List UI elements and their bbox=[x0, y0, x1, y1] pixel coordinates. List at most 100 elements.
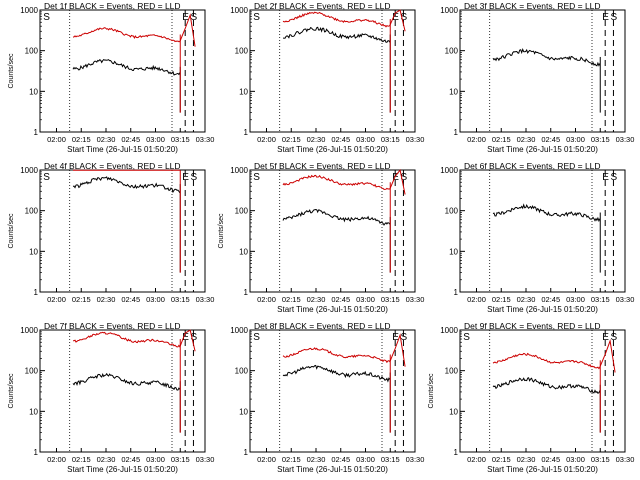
x-tick-label: 02:45 bbox=[121, 135, 140, 144]
panel-title: Det 8f BLACK = Events, RED = LLD bbox=[254, 321, 391, 331]
interval-marker: S bbox=[190, 332, 197, 343]
x-axis-label: Start Time (26-Jul-15 01:50:20) bbox=[277, 465, 388, 474]
y-axis-label: Counts/sec bbox=[218, 213, 225, 249]
plot-frame bbox=[249, 9, 416, 133]
panel-title: Det 9f BLACK = Events, RED = LLD bbox=[464, 321, 601, 331]
y-tick-label: 1 bbox=[244, 128, 249, 137]
y-tick-label: 1 bbox=[244, 448, 249, 457]
interval-marker: S bbox=[400, 172, 407, 183]
events-series bbox=[72, 58, 181, 76]
x-tick-label: 02:00 bbox=[257, 455, 276, 464]
interval-marker: S bbox=[400, 332, 407, 343]
y-axis-label: Counts/sec bbox=[428, 373, 435, 409]
events-series bbox=[72, 372, 181, 391]
x-tick-label: 02:45 bbox=[541, 135, 560, 144]
x-tick-label: 03:00 bbox=[146, 135, 165, 144]
x-tick-label: 02:15 bbox=[492, 135, 511, 144]
y-tick-label: 1 bbox=[34, 448, 39, 457]
interval-marker: S bbox=[190, 12, 197, 23]
panel-det-3: Det 3f BLACK = Events, RED = LLD 1 10 100 10… bbox=[440, 1, 634, 154]
x-tick-label: 02:30 bbox=[97, 455, 116, 464]
y-tick-label: 100 bbox=[25, 367, 39, 376]
x-tick-label: 02:00 bbox=[257, 295, 276, 304]
x-tick-label: 02:15 bbox=[282, 295, 301, 304]
y-tick-label: 100 bbox=[235, 207, 249, 216]
x-tick-label: 02:00 bbox=[467, 455, 486, 464]
x-tick-label: 02:15 bbox=[72, 295, 91, 304]
panel-det-8: Det 8f BLACK = Events, RED = LLD 1 10 100 10… bbox=[230, 321, 424, 474]
x-tick-label: 03:15 bbox=[591, 295, 610, 304]
interval-marker: E bbox=[182, 332, 189, 343]
panel-det-7: Det 7f BLACK = Events, RED = LLD 1 10 100 10… bbox=[8, 321, 214, 474]
x-axis-label: Start Time (26-Jul-15 01:50:20) bbox=[277, 145, 388, 154]
interval-marker: S bbox=[43, 12, 50, 23]
interval-marker: S bbox=[253, 12, 260, 23]
panel-title: Det 3f BLACK = Events, RED = LLD bbox=[464, 1, 601, 11]
x-tick-label: 02:30 bbox=[517, 295, 536, 304]
panel-det-6: Det 6f BLACK = Events, RED = LLD 1 10 100 10… bbox=[440, 161, 634, 314]
interval-marker: E bbox=[182, 172, 189, 183]
x-tick-label: 03:15 bbox=[381, 295, 400, 304]
panel-det-5: Det 5f BLACK = Events, RED = LLD 1 10 100 10… bbox=[218, 161, 424, 314]
y-tick-label: 100 bbox=[25, 47, 39, 56]
panel-title: Det 4f BLACK = Events, RED = LLD bbox=[44, 161, 181, 171]
x-tick-label: 02:45 bbox=[331, 135, 350, 144]
plot-frame bbox=[459, 329, 626, 453]
y-tick-label: 1 bbox=[454, 128, 459, 137]
interval-marker: S bbox=[610, 332, 617, 343]
interval-marker: S bbox=[43, 172, 50, 183]
x-tick-label: 03:15 bbox=[381, 135, 400, 144]
interval-marker: S bbox=[463, 332, 470, 343]
interval-marker: E bbox=[392, 172, 399, 183]
y-tick-label: 1000 bbox=[20, 166, 38, 175]
x-tick-label: 03:15 bbox=[171, 455, 190, 464]
panel-det-2: Det 2f BLACK = Events, RED = LLD 1 10 100 10… bbox=[230, 1, 424, 154]
x-tick-label: 02:45 bbox=[331, 295, 350, 304]
y-tick-label: 10 bbox=[449, 247, 458, 256]
interval-marker: S bbox=[610, 172, 617, 183]
x-axis-label: Start Time (26-Jul-15 01:50:20) bbox=[67, 145, 178, 154]
lld-series bbox=[73, 329, 196, 352]
interval-marker: S bbox=[610, 12, 617, 23]
x-tick-label: 02:00 bbox=[47, 455, 66, 464]
y-tick-label: 1000 bbox=[20, 326, 38, 335]
x-tick-label: 02:30 bbox=[307, 295, 326, 304]
x-tick-label: 03:15 bbox=[591, 455, 610, 464]
interval-marker: E bbox=[602, 172, 609, 183]
x-tick-label: 03:30 bbox=[616, 295, 635, 304]
x-tick-label: 02:15 bbox=[282, 135, 301, 144]
panel-det-9: Det 9f BLACK = Events, RED = LLD 1 10 100 10… bbox=[428, 321, 634, 474]
y-tick-label: 10 bbox=[239, 87, 248, 96]
lld-series bbox=[72, 13, 196, 47]
y-tick-label: 10 bbox=[29, 407, 38, 416]
y-tick-label: 100 bbox=[25, 207, 39, 216]
plot-frame bbox=[39, 9, 206, 133]
panel-title: Det 7f BLACK = Events, RED = LLD bbox=[44, 321, 181, 331]
x-tick-label: 03:00 bbox=[356, 295, 375, 304]
x-tick-label: 03:30 bbox=[196, 135, 215, 144]
x-tick-label: 02:45 bbox=[331, 455, 350, 464]
events-series bbox=[492, 48, 601, 67]
lld-series bbox=[282, 333, 406, 367]
y-axis-label: Counts/sec bbox=[8, 213, 15, 249]
interval-marker: S bbox=[253, 332, 260, 343]
x-tick-label: 02:45 bbox=[121, 295, 140, 304]
x-tick-label: 02:15 bbox=[492, 295, 511, 304]
y-tick-label: 1000 bbox=[440, 326, 458, 335]
x-tick-label: 02:15 bbox=[282, 455, 301, 464]
x-tick-label: 03:30 bbox=[616, 135, 635, 144]
x-tick-label: 03:30 bbox=[406, 455, 425, 464]
plot-frame bbox=[249, 169, 416, 293]
x-tick-label: 03:00 bbox=[566, 135, 585, 144]
events-series bbox=[283, 26, 391, 43]
x-tick-label: 03:00 bbox=[566, 295, 585, 304]
lld-series bbox=[282, 9, 406, 32]
y-tick-label: 10 bbox=[239, 247, 248, 256]
x-tick-label: 02:00 bbox=[47, 135, 66, 144]
x-axis-label: Start Time (26-Jul-15 01:50:20) bbox=[487, 145, 598, 154]
y-tick-label: 1 bbox=[454, 288, 459, 297]
plot-frame bbox=[459, 9, 626, 133]
x-tick-label: 03:30 bbox=[406, 135, 425, 144]
y-tick-label: 10 bbox=[29, 87, 38, 96]
panel-title: Det 1f BLACK = Events, RED = LLD bbox=[44, 1, 181, 11]
